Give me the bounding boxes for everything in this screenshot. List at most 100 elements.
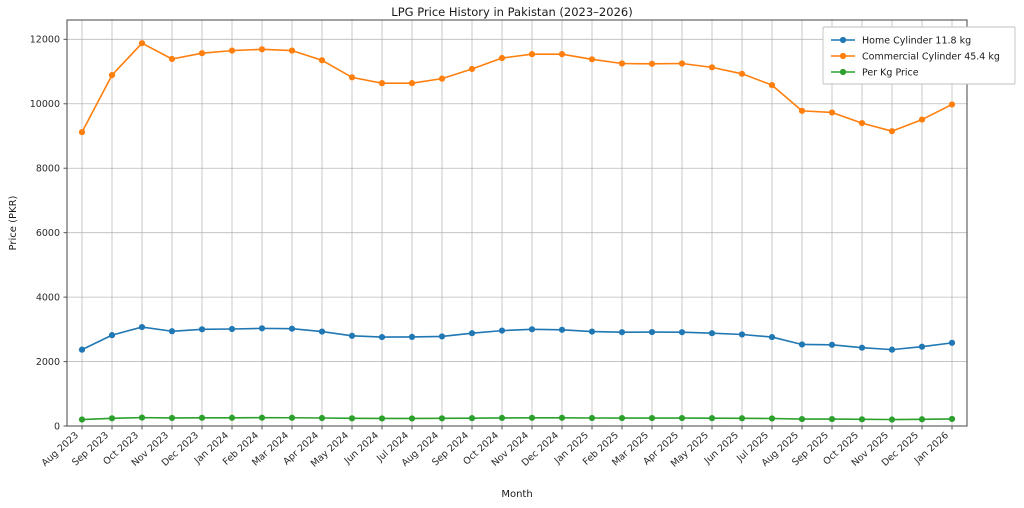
data-point [618,329,626,336]
data-point [408,415,416,422]
data-point [468,330,476,337]
data-point [468,65,476,73]
data-point [438,333,446,340]
data-point [498,327,506,334]
data-point [198,50,206,57]
data-point [768,81,776,89]
data-point [678,414,686,422]
data-point [528,414,536,421]
data-point [528,326,536,333]
data-point [138,323,146,331]
data-series-group [78,40,956,423]
data-point [78,416,86,423]
data-point [948,339,956,346]
data-point [708,64,716,71]
legend-swatch-marker [839,52,847,60]
data-point [888,346,896,353]
data-point [588,328,596,335]
series-3 [78,414,956,423]
series-1 [78,323,956,353]
y-tick-label: 0 [54,421,60,432]
data-point [318,328,326,335]
legend-label[interactable]: Per Kg Price [862,67,919,78]
data-point [108,332,116,339]
data-point [708,415,716,422]
series-2 [78,40,956,136]
data-point [858,120,866,127]
data-point [168,328,176,335]
data-point [888,416,896,423]
data-point [738,70,746,77]
data-point [348,332,356,339]
data-point [318,414,326,422]
data-point [618,414,626,422]
y-tick-label: 2000 [36,357,60,368]
data-point [768,415,776,422]
y-axis-label: Price (PKR) [8,195,19,250]
data-point [648,414,656,422]
data-point [858,416,866,423]
chart-legend[interactable]: Home Cylinder 11.8 kg Commercial Cylinder… [822,26,1016,85]
legend-label[interactable]: Home Cylinder 11.8 kg [862,35,971,46]
data-point [408,80,416,87]
data-point [168,414,176,422]
data-point [168,55,176,63]
data-point [798,107,806,114]
y-tick-label: 10000 [30,99,60,110]
data-point [558,51,566,58]
data-point [228,47,236,54]
legend-label[interactable]: Commercial Cylinder 45.4 kg [862,51,1000,62]
y-tick-label: 4000 [36,293,60,304]
data-point [618,60,626,67]
data-point [348,415,356,422]
data-point [318,57,326,64]
series-line [81,326,953,351]
data-point [828,341,836,348]
data-point [408,333,416,341]
data-point [828,416,836,423]
data-point [858,344,866,351]
y-tick-label: 6000 [36,228,60,239]
data-point [78,346,86,353]
data-point [678,329,686,336]
data-point [378,415,386,422]
y-tick-label: 8000 [36,164,60,175]
data-point [348,74,356,81]
data-point [678,60,686,67]
y-tick-label: 12000 [30,35,60,46]
legend-swatch-marker [839,68,847,76]
data-point [558,326,566,333]
data-point [888,128,896,135]
data-point [648,60,656,67]
data-point [498,54,506,62]
data-point [138,414,146,421]
data-point [528,51,536,58]
data-point [468,415,476,422]
data-point [258,46,266,53]
data-point [378,333,386,341]
data-point [828,109,836,116]
data-point [108,72,116,79]
data-point [228,325,236,333]
data-point [288,325,296,332]
data-point [768,333,776,341]
data-point [948,415,956,423]
data-point [738,331,746,338]
data-point [108,415,116,422]
data-point [228,414,236,421]
plot-frame [66,19,968,427]
data-point [378,80,386,87]
data-point [498,414,506,422]
data-point [708,330,716,337]
data-point [918,116,926,123]
data-point [738,415,746,422]
data-point [78,129,86,136]
data-point [648,328,656,336]
y-axis-ticks: 0 2000 4000 6000 8000 10000 12000 [30,35,67,432]
data-point [438,75,446,82]
data-point [798,415,806,423]
data-point [798,341,806,348]
chart-title: LPG Price History in Pakistan (2023–2026… [391,5,632,19]
